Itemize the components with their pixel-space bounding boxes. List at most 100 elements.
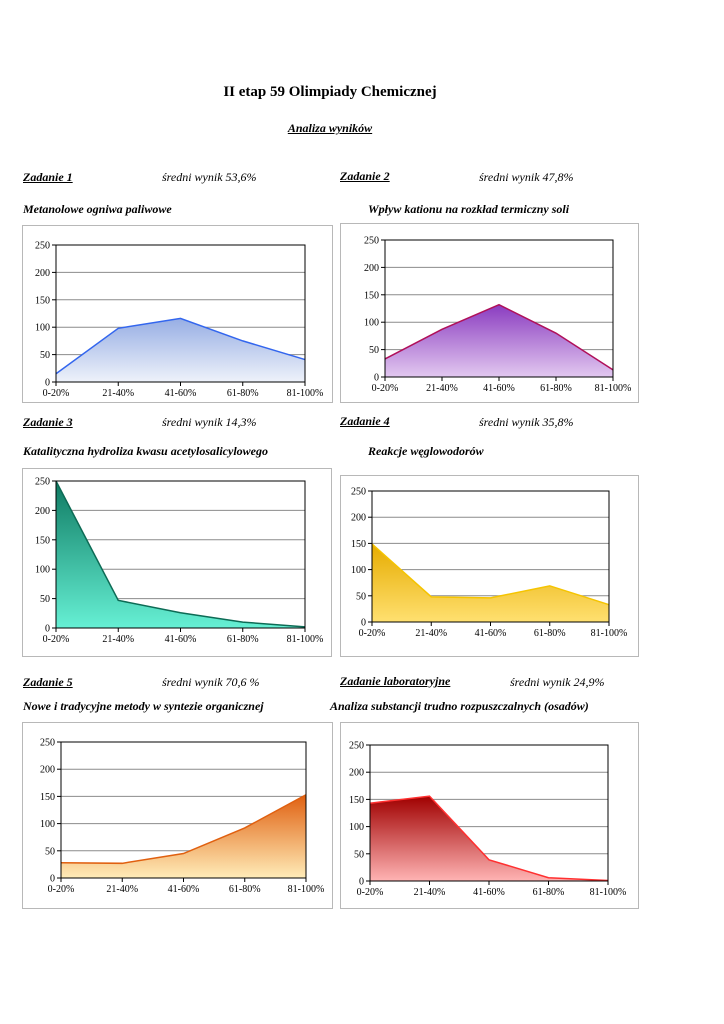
area-chart: 0 50 100 150 200 250 0-20% 21-40% 41-60% 61-80% 81… xyxy=(40,738,325,896)
y-tick-label: 100 xyxy=(35,323,50,334)
y-tick-label: 0 xyxy=(50,874,55,885)
x-tick-label: 61-80% xyxy=(229,884,261,895)
y-tick-label: 250 xyxy=(364,236,379,247)
area-chart: 0 50 100 150 200 250 0-20% 21-40% 41-60% 61-80% 81… xyxy=(35,241,324,400)
x-tick-label: 61-80% xyxy=(227,388,259,399)
x-tick-label: 41-60% xyxy=(168,884,200,895)
y-tick-label: 150 xyxy=(40,792,55,803)
y-tick-label: 0 xyxy=(45,378,50,389)
task-2-topic: Wpływ kationu na rozkład termiczny soli xyxy=(368,202,570,216)
y-tick-label: 150 xyxy=(35,295,50,306)
x-tick-label: 61-80% xyxy=(533,887,565,898)
x-tick-label: 81-100% xyxy=(287,388,324,399)
task-2-average: średni wynik 47,8% xyxy=(479,170,574,184)
x-tick-label: 81-100% xyxy=(287,634,324,645)
task-1-topic: Metanolowe ogniwa paliwowe xyxy=(23,202,172,216)
task-1-label: Zadanie 1 xyxy=(23,170,73,184)
y-tick-label: 100 xyxy=(349,822,364,833)
task-lab-label: Zadanie laboratoryjne xyxy=(340,674,451,688)
chart-task-lab: 0 50 100 150 200 250 0-20% 21-40% 41-60% 61-80% 81… xyxy=(340,722,639,909)
x-tick-label: 41-60% xyxy=(483,383,515,394)
x-tick-label: 21-40% xyxy=(426,383,458,394)
y-tick-label: 200 xyxy=(35,506,50,517)
task-4-topic: Reakcje węglowodorów xyxy=(368,444,484,458)
series-area xyxy=(385,304,613,377)
chart-task-4: 0 50 100 150 200 250 0-20% 21-40% 41-60% 61-80% 81… xyxy=(340,475,639,657)
x-tick-label: 41-60% xyxy=(165,634,197,645)
y-tick-label: 250 xyxy=(40,738,55,749)
x-tick-label: 0-20% xyxy=(48,884,75,895)
area-chart: 0 50 100 150 200 250 0-20% 21-40% 41-60% 61-80% 81… xyxy=(349,741,627,899)
task-3-label: Zadanie 3 xyxy=(23,415,73,429)
series-area xyxy=(372,543,609,622)
x-tick-label: 61-80% xyxy=(540,383,572,394)
y-tick-label: 150 xyxy=(35,535,50,546)
x-tick-label: 41-60% xyxy=(473,887,505,898)
y-tick-label: 250 xyxy=(35,241,50,252)
y-tick-label: 150 xyxy=(351,539,366,550)
area-chart: 0 50 100 150 200 250 0-20% 21-40% 41-60% 61-80% 81… xyxy=(35,477,324,646)
area-chart: 0 50 100 150 200 250 0-20% 21-40% 41-60% 61-80% 81… xyxy=(351,487,627,640)
series-area xyxy=(56,318,305,382)
y-tick-label: 200 xyxy=(35,268,50,279)
y-tick-label: 250 xyxy=(35,477,50,488)
series-area xyxy=(370,796,608,881)
series-area xyxy=(61,794,306,878)
y-tick-label: 0 xyxy=(359,877,364,888)
y-tick-label: 150 xyxy=(349,795,364,806)
y-tick-label: 200 xyxy=(349,768,364,779)
task-2-label: Zadanie 2 xyxy=(340,169,390,183)
y-tick-label: 200 xyxy=(351,513,366,524)
x-tick-label: 21-40% xyxy=(415,628,447,639)
x-tick-label: 81-100% xyxy=(595,383,632,394)
task-5-average: średni wynik 70,6 % xyxy=(162,675,260,689)
x-tick-label: 21-40% xyxy=(106,884,138,895)
task-lab-average: średni wynik 24,9% xyxy=(510,675,605,689)
x-tick-label: 0-20% xyxy=(372,383,399,394)
chart-task-3: 0 50 100 150 200 250 0-20% 21-40% 41-60% 61-80% 81… xyxy=(22,468,332,657)
task-4-average: średni wynik 35,8% xyxy=(479,415,574,429)
x-tick-label: 61-80% xyxy=(534,628,566,639)
x-tick-label: 81-100% xyxy=(590,887,627,898)
y-tick-label: 50 xyxy=(40,594,50,605)
series-area xyxy=(56,481,305,628)
y-tick-label: 50 xyxy=(354,849,364,860)
y-tick-label: 250 xyxy=(351,487,366,498)
x-tick-label: 0-20% xyxy=(359,628,386,639)
x-tick-label: 61-80% xyxy=(227,634,259,645)
y-tick-label: 200 xyxy=(364,263,379,274)
page-subtitle: Analiza wyników xyxy=(287,121,373,135)
x-tick-label: 0-20% xyxy=(43,634,70,645)
y-tick-label: 0 xyxy=(45,624,50,635)
y-tick-label: 100 xyxy=(40,819,55,830)
x-tick-label: 41-60% xyxy=(165,388,197,399)
y-tick-label: 150 xyxy=(364,290,379,301)
x-tick-label: 41-60% xyxy=(475,628,507,639)
y-tick-label: 50 xyxy=(45,846,55,857)
x-tick-label: 0-20% xyxy=(357,887,384,898)
task-5-topic: Nowe i tradycyjne metody w syntezie orga… xyxy=(23,699,264,713)
task-1-average: średni wynik 53,6% xyxy=(162,170,257,184)
x-tick-label: 21-40% xyxy=(414,887,446,898)
y-tick-label: 0 xyxy=(361,618,366,629)
y-tick-label: 250 xyxy=(349,741,364,752)
y-tick-label: 50 xyxy=(356,591,366,602)
x-tick-label: 21-40% xyxy=(102,388,134,399)
chart-task-5: 0 50 100 150 200 250 0-20% 21-40% 41-60% 61-80% 81… xyxy=(22,722,333,909)
x-tick-label: 0-20% xyxy=(43,388,70,399)
x-tick-label: 81-100% xyxy=(288,884,325,895)
area-chart: 0 50 100 150 200 250 0-20% 21-40% 41-60% 61-80% 81… xyxy=(364,236,632,395)
x-tick-label: 21-40% xyxy=(102,634,134,645)
task-3-topic: Katalityczna hydroliza kwasu acetylosali… xyxy=(23,444,268,458)
y-tick-label: 0 xyxy=(374,373,379,384)
y-tick-label: 50 xyxy=(40,350,50,361)
page-title: II etap 59 Olimpiady Chemicznej xyxy=(223,84,437,100)
task-5-label: Zadanie 5 xyxy=(23,675,73,689)
y-tick-label: 100 xyxy=(35,565,50,576)
y-tick-label: 50 xyxy=(369,345,379,356)
y-tick-label: 200 xyxy=(40,765,55,776)
task-3-average: średni wynik 14,3% xyxy=(162,415,257,429)
chart-task-2: 0 50 100 150 200 250 0-20% 21-40% 41-60% 61-80% 81… xyxy=(340,223,639,403)
y-tick-label: 100 xyxy=(351,565,366,576)
